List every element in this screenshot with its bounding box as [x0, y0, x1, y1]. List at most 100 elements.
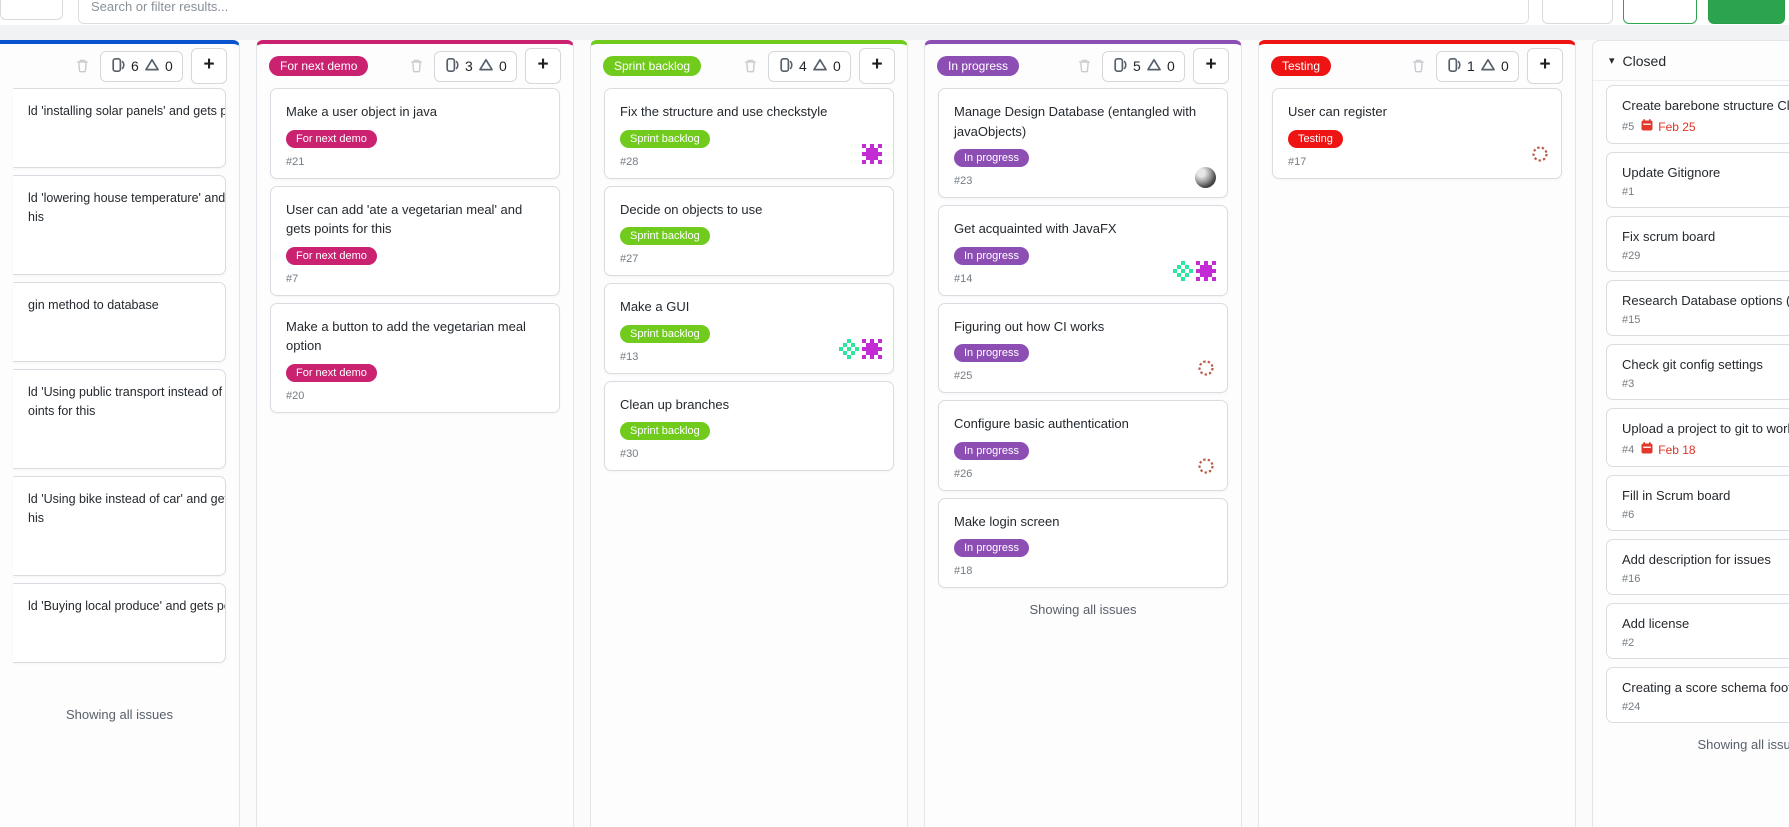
add-card-button[interactable]: + — [525, 48, 561, 84]
issue-card[interactable]: ld 'installing solar panels' and gets po… — [13, 88, 226, 168]
issue-card[interactable]: User can register Testing #17 — [1272, 88, 1562, 179]
due-date: Feb 18 — [1641, 442, 1696, 457]
issue-number: #7 — [286, 272, 299, 285]
issue-card[interactable]: User can add 'ate a vegetarian meal' and… — [270, 185, 560, 296]
card-title[interactable]: ld 'Buying local produce' and gets point… — [28, 599, 225, 613]
card-title[interactable]: Create barebone structure Client-Server — [1622, 98, 1789, 113]
column-label[interactable]: Sprint backlog — [603, 56, 702, 76]
trash-icon[interactable] — [75, 58, 90, 74]
card-title[interactable]: Research Database options ((No)SQL) — [1622, 293, 1789, 308]
issue-card[interactable]: Decide on objects to use Sprint backlog … — [604, 185, 894, 276]
card-title[interactable]: Clean up branches — [620, 396, 730, 412]
closed-issue-card[interactable]: Update Gitignore #1 — [1606, 152, 1789, 208]
card-title[interactable]: Add license — [1622, 616, 1690, 631]
card-title[interactable]: Add description for issues — [1622, 552, 1771, 567]
card-count: 3 — [465, 58, 473, 74]
issue-number: #2 — [1622, 637, 1635, 649]
add-card-button[interactable]: + — [859, 48, 895, 84]
closed-issue-card[interactable]: Add description for issues #16 — [1606, 539, 1789, 595]
card-title[interactable]: Decide on objects to use — [620, 201, 763, 217]
issue-card[interactable]: Make a GUI Sprint backlog #13 — [604, 283, 894, 374]
avatar-ring-icon — [1196, 358, 1216, 383]
issue-card[interactable]: gin method to database — [13, 282, 226, 362]
card-title[interactable]: Fix the structure and use checkstyle — [620, 104, 828, 119]
card-list: Fix the structure and use checkstyle Spr… — [591, 88, 907, 471]
add-card-button[interactable]: + — [1193, 48, 1229, 84]
closed-column-toggle[interactable]: ▾ Closed — [1593, 41, 1789, 81]
closed-issue-card[interactable]: Add license #2 — [1606, 603, 1789, 659]
card-title[interactable]: ld 'installing solar panels' and gets po… — [28, 104, 225, 118]
board-column-closed: ▾ Closed Create barebone structure Clien… — [1592, 40, 1789, 827]
card-title[interactable]: Upload a project to git to work from — [1622, 421, 1789, 436]
card-title[interactable]: Make a user object in java — [286, 104, 438, 119]
issue-number: #27 — [620, 253, 639, 265]
card-title[interactable]: Fix scrum board — [1622, 229, 1716, 244]
issue-card[interactable]: ld 'Using public transport instead of ca… — [13, 369, 226, 469]
board-top-strip — [0, 25, 1789, 40]
card-title[interactable]: User can register — [1288, 104, 1387, 119]
card-title[interactable]: Manage Design Database (entangled with j… — [954, 104, 1197, 139]
card-title[interactable]: Configure basic authentication — [954, 416, 1129, 431]
trash-icon[interactable] — [1411, 58, 1426, 74]
column-label[interactable]: For next demo — [269, 56, 369, 76]
card-list: Manage Design Database (entangled with j… — [925, 88, 1241, 588]
card-title[interactable]: ld 'Using public transport instead of ca… — [28, 385, 223, 418]
issue-card[interactable]: Manage Design Database (entangled with j… — [938, 88, 1228, 198]
trash-icon[interactable] — [409, 58, 424, 74]
toolbar-button[interactable] — [1542, 0, 1613, 24]
closed-issue-card[interactable]: Fill in Scrum board #6 — [1606, 475, 1789, 531]
card-title[interactable]: Make a GUI — [620, 299, 690, 314]
card-title[interactable]: Make a button to add the vegetarian meal… — [286, 318, 526, 354]
closed-issue-card[interactable]: Upload a project to git to work from #4 … — [1606, 408, 1789, 467]
column-header: In progress 5 0 + — [925, 44, 1241, 88]
card-title[interactable]: Get acquainted with JavaFX — [954, 221, 1117, 236]
card-title[interactable]: Fill in Scrum board — [1622, 488, 1731, 503]
issue-card[interactable]: Fix the structure and use checkstyle Spr… — [604, 88, 894, 179]
closed-issue-card[interactable]: Fix scrum board #29 — [1606, 216, 1789, 272]
calendar-icon — [1641, 119, 1653, 134]
trash-icon[interactable] — [743, 58, 758, 74]
card-title[interactable]: ld 'Using bike instead of car' and gets … — [28, 492, 225, 525]
column-label[interactable]: Testing — [1271, 56, 1332, 76]
card-title[interactable]: User can add 'ate a vegetarian meal' and… — [286, 201, 523, 237]
column-footer: Showing all issues — [1697, 737, 1789, 752]
issue-card[interactable]: Figuring out how CI works In progress #2… — [938, 302, 1228, 393]
trash-icon[interactable] — [1077, 58, 1092, 74]
issue-number: #28 — [620, 155, 639, 168]
issue-card[interactable]: Clean up branches Sprint backlog #30 — [604, 380, 894, 471]
label-pill: For next demo — [286, 363, 377, 382]
card-title[interactable]: ld 'lowering house temperature' and gets… — [28, 191, 226, 224]
filter-button-partial[interactable] — [0, 0, 63, 20]
column-label[interactable]: In progress — [937, 56, 1020, 76]
add-card-button[interactable]: + — [1527, 48, 1563, 84]
closed-issue-card[interactable]: Creating a score schema footprint #24 — [1606, 667, 1789, 723]
search-input[interactable] — [78, 0, 1529, 24]
issue-card[interactable]: ld 'Using bike instead of car' and gets … — [13, 476, 226, 576]
issue-card[interactable]: ld 'lowering house temperature' and gets… — [13, 175, 226, 275]
add-card-button[interactable]: + — [191, 48, 227, 84]
closed-issue-card[interactable]: Create barebone structure Client-Server … — [1606, 85, 1789, 144]
issue-card[interactable]: Make login screen In progress #18 — [938, 497, 1228, 588]
issue-card[interactable]: Make a user object in java For next demo… — [270, 88, 560, 179]
card-title[interactable]: Make login screen — [954, 513, 1060, 529]
card-list: ld 'installing solar panels' and gets po… — [0, 88, 239, 663]
primary-action-button[interactable] — [1708, 0, 1785, 24]
closed-issue-card[interactable]: Check git config settings #3 — [1606, 344, 1789, 400]
issue-number: #18 — [954, 565, 973, 577]
closed-issue-card[interactable]: Research Database options ((No)SQL) #15 — [1606, 280, 1789, 336]
card-title[interactable]: Update Gitignore — [1622, 165, 1721, 180]
milestone-count-icon — [1480, 57, 1496, 76]
closed-card-list: Create barebone structure Client-Server … — [1593, 81, 1789, 723]
card-title[interactable]: gin method to database — [28, 298, 159, 312]
issue-number: #13 — [620, 350, 639, 363]
calendar-icon — [1641, 442, 1653, 457]
secondary-action-button[interactable] — [1623, 0, 1697, 24]
issue-number: #4 — [1622, 443, 1635, 456]
card-title[interactable]: Figuring out how CI works — [954, 318, 1105, 334]
card-title[interactable]: Creating a score schema footprint — [1622, 680, 1789, 695]
issue-card[interactable]: Make a button to add the vegetarian meal… — [270, 302, 560, 413]
issue-card[interactable]: ld 'Buying local produce' and gets point… — [13, 583, 226, 663]
card-title[interactable]: Check git config settings — [1622, 357, 1763, 372]
issue-card[interactable]: Configure basic authentication In progre… — [938, 400, 1228, 491]
issue-card[interactable]: Get acquainted with JavaFX In progress #… — [938, 205, 1228, 296]
